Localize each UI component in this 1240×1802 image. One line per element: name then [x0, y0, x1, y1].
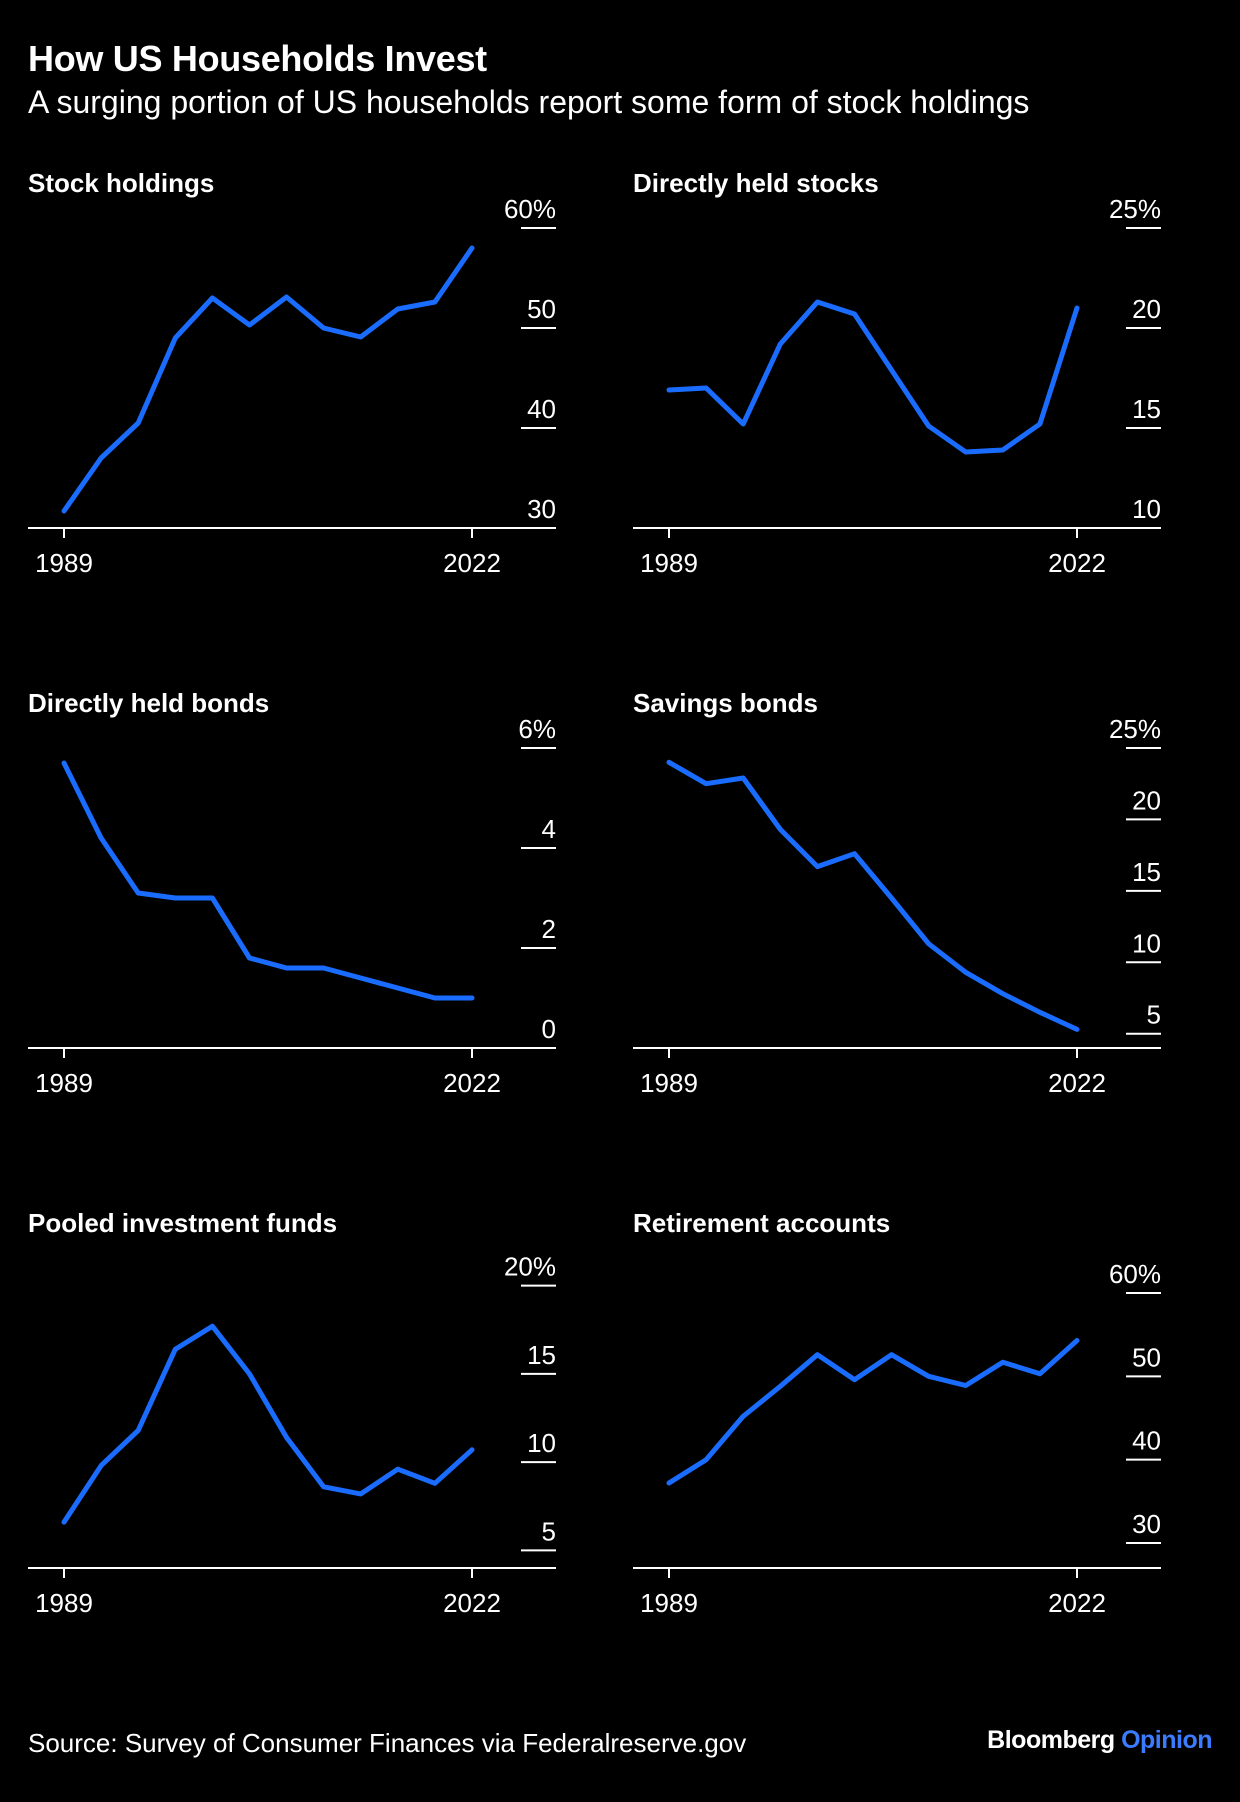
source-note: Source: Survey of Consumer Finances via … [28, 1728, 747, 1758]
panel-title: Stock holdings [28, 168, 215, 198]
x-tick-label: 2022 [1048, 548, 1106, 578]
y-tick-label: 50 [1132, 1342, 1161, 1372]
chart-pooled-investment-funds: 5 10 15 20% 1989 2022 [28, 1252, 556, 1618]
y-tick-label: 2 [542, 914, 556, 944]
y-tick-label: 10 [1132, 494, 1161, 524]
y-tick-label: 6% [518, 714, 556, 744]
panel-directly-held-bonds: Directly held bonds 0 2 4 6% 1989 2022 [28, 688, 588, 1148]
chart-savings-bonds: 5 10 15 20 25% 1989 2022 [633, 714, 1161, 1098]
y-tick-label: 15 [527, 1340, 556, 1370]
series-line [666, 759, 1080, 1032]
chart-title: How US Households Invest [28, 38, 487, 79]
panel-stock-holdings: Stock holdings 30 40 50 60% 1989 2022 [28, 168, 588, 628]
y-tick-label: 4 [542, 814, 556, 844]
x-tick-label: 1989 [640, 1588, 698, 1618]
x-tick-label: 1989 [35, 1588, 93, 1618]
chart-stock-holdings: 30 40 50 60% 1989 2022 [28, 194, 556, 578]
y-tick-label: 10 [1132, 928, 1161, 958]
panel-pooled-investment-funds: Pooled investment funds 5 10 15 20% 1989 2022 [28, 1208, 588, 1668]
y-tick-label: 30 [527, 494, 556, 524]
y-tick-label: 25% [1109, 194, 1161, 224]
x-tick-label: 1989 [35, 1068, 93, 1098]
y-tick-label: 25% [1109, 714, 1161, 744]
x-tick-label: 2022 [443, 548, 501, 578]
brand-logo: Bloomberg Opinion [987, 1726, 1212, 1755]
y-tick-label: 30 [1132, 1509, 1161, 1539]
x-tick-label: 2022 [443, 1588, 501, 1618]
y-tick-label: 40 [527, 394, 556, 424]
y-tick-label: 60% [1109, 1259, 1161, 1289]
y-tick-label: 10 [527, 1428, 556, 1458]
panel-savings-bonds: Savings bonds 5 10 15 20 25% 1989 2022 [633, 688, 1193, 1148]
chart-directly-held-stocks: 10 15 20 25% 1989 2022 [633, 194, 1161, 578]
panel-title: Pooled investment funds [28, 1208, 338, 1238]
panel-title: Directly held stocks [633, 168, 879, 198]
chart-subtitle: A surging portion of US households repor… [28, 84, 1030, 120]
brand-accent: Opinion [1121, 1726, 1212, 1754]
brand-primary: Bloomberg [987, 1726, 1115, 1754]
panel-directly-held-stocks: Directly held stocks 10 15 20 25% 1989 2022 [633, 168, 1193, 628]
panel-retirement-accounts: Retirement accounts 30 40 50 60% 1989 2022 [633, 1208, 1193, 1668]
x-tick-label: 1989 [640, 548, 698, 578]
series-line [61, 1323, 475, 1525]
series-line [61, 245, 475, 514]
chart-retirement-accounts: 30 40 50 60% 1989 2022 [633, 1259, 1161, 1618]
y-tick-label: 40 [1132, 1426, 1161, 1456]
y-tick-label: 20% [504, 1252, 556, 1282]
panel-title: Savings bonds [633, 688, 818, 718]
panel-title: Directly held bonds [28, 688, 270, 718]
x-tick-label: 1989 [640, 1068, 698, 1098]
x-tick-label: 2022 [1048, 1588, 1106, 1618]
x-tick-label: 2022 [1048, 1068, 1106, 1098]
x-tick-label: 1989 [35, 548, 93, 578]
y-tick-label: 50 [527, 294, 556, 324]
y-tick-label: 0 [542, 1014, 556, 1044]
y-tick-label: 5 [1147, 1000, 1161, 1030]
series-line [666, 1338, 1080, 1486]
y-tick-label: 60% [504, 194, 556, 224]
y-tick-label: 15 [1132, 394, 1161, 424]
y-tick-label: 20 [1132, 294, 1161, 324]
chart-directly-held-bonds: 0 2 4 6% 1989 2022 [28, 714, 556, 1098]
series-line [666, 299, 1080, 455]
x-tick-label: 2022 [443, 1068, 501, 1098]
y-tick-label: 15 [1132, 857, 1161, 887]
y-tick-label: 20 [1132, 785, 1161, 815]
y-tick-label: 5 [542, 1516, 556, 1546]
series-line [61, 760, 475, 1001]
panel-title: Retirement accounts [633, 1208, 891, 1238]
